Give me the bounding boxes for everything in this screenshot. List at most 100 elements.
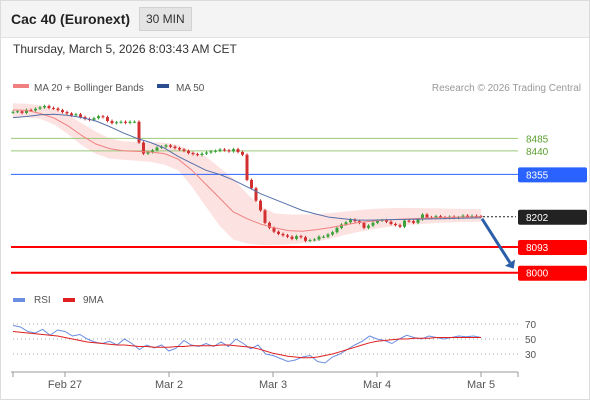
candle-body	[466, 215, 469, 217]
candle-body	[11, 111, 15, 113]
candle-body	[394, 223, 397, 226]
candle-body	[398, 225, 402, 227]
candle-body	[313, 239, 316, 241]
candle-body	[110, 120, 114, 124]
candle-body	[196, 154, 199, 156]
candle-body	[52, 107, 55, 109]
candle-body	[97, 116, 100, 119]
candle-body	[335, 227, 339, 233]
main-plot: 8485 8440 8355 8202 8093 8000	[11, 103, 587, 281]
candle-body	[214, 150, 217, 152]
candle-body	[106, 117, 109, 121]
candle-body	[317, 236, 321, 240]
candle-body	[254, 188, 258, 201]
candle-body	[223, 149, 226, 151]
candle-body	[385, 220, 388, 222]
candle-body	[268, 222, 271, 228]
candle-body	[56, 108, 60, 111]
candle-body	[326, 234, 330, 237]
level-tag-label-8202: 8202	[526, 213, 549, 224]
candle-body	[232, 149, 235, 152]
bollinger-band	[13, 103, 481, 245]
forecast-arrow	[480, 217, 512, 264]
candle-body	[164, 145, 168, 147]
x-tick-label: Mar 4	[363, 379, 391, 391]
candle-body	[137, 121, 141, 143]
level-tag-8000	[518, 265, 587, 281]
candle-body	[349, 219, 352, 223]
candle-body	[173, 146, 177, 149]
legend-ma50-swatch	[157, 84, 169, 88]
legend-rsi-swatch	[13, 298, 25, 302]
candle-body	[119, 121, 123, 123]
x-tick-label: Mar 5	[467, 379, 495, 391]
candle-body	[146, 152, 150, 154]
level-tag-8355	[518, 167, 587, 183]
legend-ma50-label: MA 50	[176, 83, 205, 94]
x-tick-label: Feb 27	[48, 379, 82, 391]
candle-body	[340, 224, 343, 228]
candle-body	[34, 108, 37, 111]
candle-body	[421, 214, 424, 220]
candle-body	[259, 200, 262, 211]
level-label-8440: 8440	[526, 147, 549, 158]
candle-body	[344, 222, 348, 225]
legend-ma20-label: MA 20 + Bollinger Bands	[34, 83, 144, 94]
candle-body	[403, 220, 406, 227]
candle-body	[25, 109, 28, 113]
credit-text: Research © 2026 Trading Central	[432, 83, 581, 94]
level-tag-8202	[518, 209, 587, 225]
candle-body	[218, 149, 222, 151]
candle-body	[439, 216, 442, 218]
level-tag-label-8000: 8000	[526, 269, 549, 280]
candle-body	[70, 113, 73, 116]
candle-body	[115, 122, 118, 124]
candle-body	[358, 221, 361, 223]
candle-body	[187, 150, 190, 154]
candle-body	[425, 214, 429, 218]
candle-body	[412, 221, 415, 223]
candle-body	[331, 232, 334, 235]
candle-body	[389, 221, 393, 224]
candle-body	[434, 216, 438, 218]
candle-body	[227, 150, 231, 152]
level-label-8485: 8485	[526, 134, 549, 145]
candle-body	[155, 147, 159, 151]
candle-body	[371, 222, 375, 226]
level-tag-8093	[518, 239, 587, 255]
level-tag-label-8355: 8355	[526, 170, 549, 181]
candle-body	[47, 105, 51, 108]
legend-9ma-swatch	[63, 298, 75, 302]
candle-body	[29, 109, 33, 111]
candle-body	[367, 225, 370, 228]
candle-body	[272, 227, 276, 232]
datetime-label: Thursday, March 5, 2026 8:03:43 AM CET	[13, 42, 237, 56]
x-tick-label: Mar 2	[155, 379, 183, 391]
candle-body	[479, 216, 483, 218]
candle-body	[461, 215, 465, 218]
candle-body	[142, 142, 145, 154]
candle-body	[61, 110, 64, 113]
candle-body	[65, 112, 69, 114]
candle-body	[20, 111, 24, 113]
rsi-tick-label: 30	[525, 350, 537, 361]
candle-body	[236, 149, 240, 152]
candle-body	[362, 222, 366, 228]
candle-body	[263, 210, 267, 223]
candle-body	[200, 153, 204, 155]
legend-ma20-swatch	[13, 84, 29, 88]
candle-body	[286, 235, 289, 237]
timeframe-button[interactable]: 30 MIN	[139, 7, 192, 31]
candle-body	[245, 154, 249, 180]
candle-body	[43, 105, 46, 108]
candle-body	[101, 116, 105, 118]
candle-body	[151, 150, 154, 153]
candle-body	[308, 240, 312, 242]
candle-body	[128, 121, 132, 123]
candle-body	[299, 236, 303, 238]
candle-body	[416, 219, 420, 223]
candle-body	[277, 231, 280, 234]
rsi-line	[12, 325, 482, 364]
candle-body	[178, 148, 181, 150]
